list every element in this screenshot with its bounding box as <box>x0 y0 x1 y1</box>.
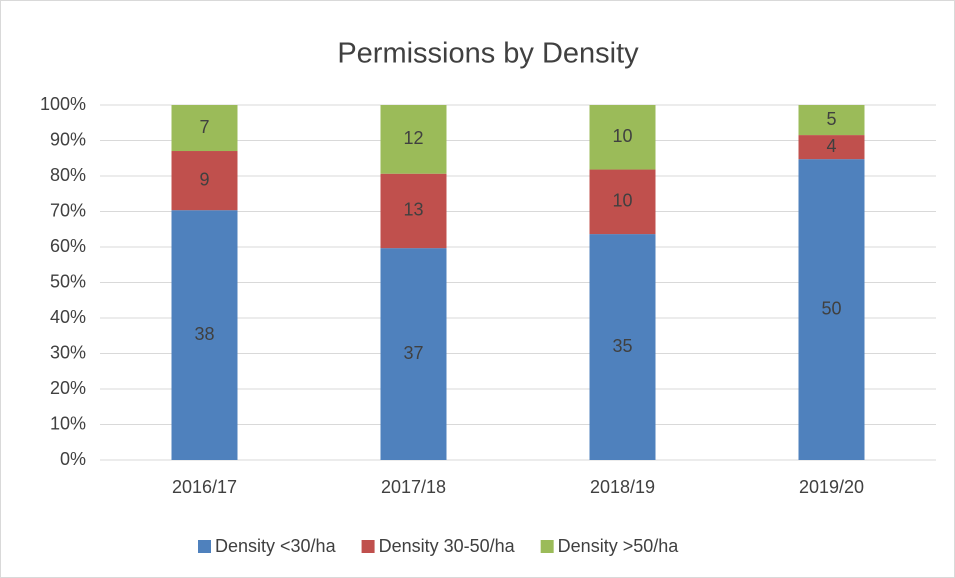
data-label: 35 <box>612 336 632 356</box>
legend-label: Density >50/ha <box>558 536 680 556</box>
data-label: 4 <box>826 136 836 156</box>
bar-segment <box>589 234 656 460</box>
legend-swatch <box>361 540 375 553</box>
bar-segment <box>380 105 447 174</box>
y-tick-label: 30% <box>50 342 86 362</box>
y-tick-label: 90% <box>50 129 86 149</box>
data-label: 9 <box>199 169 209 189</box>
bar-segment <box>380 173 447 249</box>
data-label: 10 <box>612 126 632 146</box>
y-tick-label: 50% <box>50 271 86 291</box>
y-tick-label: 100% <box>40 94 86 114</box>
x-tick-label: 2019/20 <box>799 477 864 497</box>
bar-segment <box>589 169 656 235</box>
legend-label: Density <30/ha <box>215 536 337 556</box>
bar-segment <box>798 135 865 160</box>
data-label: 7 <box>199 117 209 137</box>
data-label: 13 <box>403 200 423 220</box>
bar-segment <box>171 151 238 211</box>
x-tick-label: 2018/19 <box>590 477 655 497</box>
y-tick-label: 20% <box>50 378 86 398</box>
data-label: 38 <box>194 324 214 344</box>
x-tick-label: 2016/17 <box>172 477 237 497</box>
legend-label: Density 30-50/ha <box>379 536 516 556</box>
y-tick-label: 60% <box>50 236 86 256</box>
bar-segment <box>380 248 447 460</box>
data-label: 37 <box>403 343 423 363</box>
legend-swatch <box>540 540 554 553</box>
bar-segment <box>798 105 865 136</box>
y-tick-label: 40% <box>50 307 86 327</box>
bar-segment <box>798 159 865 461</box>
bar-segment <box>171 210 238 460</box>
x-tick-label: 2017/18 <box>381 477 446 497</box>
y-tick-label: 0% <box>60 449 86 469</box>
data-label: 10 <box>612 191 632 211</box>
bar-segment <box>171 105 238 152</box>
chart-title: Permissions by Density <box>337 38 639 70</box>
y-tick-label: 10% <box>50 413 86 433</box>
data-label: 5 <box>826 109 836 129</box>
y-tick-label: 70% <box>50 200 86 220</box>
data-label: 50 <box>821 298 841 318</box>
y-tick-label: 80% <box>50 165 86 185</box>
data-label: 12 <box>403 128 423 148</box>
legend-swatch <box>198 540 211 553</box>
bar-segment <box>589 105 656 170</box>
